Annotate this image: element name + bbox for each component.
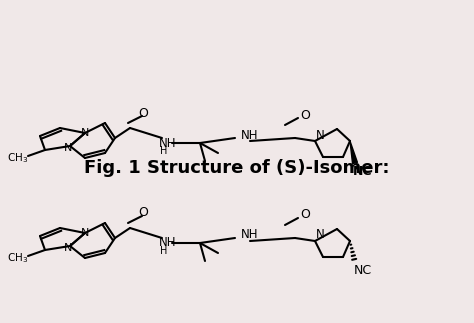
Text: O: O — [138, 206, 148, 220]
Text: N: N — [316, 228, 324, 242]
Text: N: N — [64, 143, 72, 153]
Text: $\mathregular{CH_3}$: $\mathregular{CH_3}$ — [8, 151, 28, 165]
Polygon shape — [350, 141, 357, 163]
Text: O: O — [300, 209, 310, 222]
Text: N: N — [81, 228, 89, 238]
Text: O: O — [300, 109, 310, 121]
Text: NH: NH — [159, 137, 177, 150]
Text: O: O — [138, 107, 148, 120]
Text: N: N — [64, 243, 72, 253]
Text: NH: NH — [241, 129, 259, 141]
Text: $\mathregular{CH_3}$: $\mathregular{CH_3}$ — [8, 251, 28, 265]
Text: Fig. 1 Structure of (S)-Isomer:: Fig. 1 Structure of (S)-Isomer: — [84, 159, 390, 177]
Text: N: N — [81, 128, 89, 138]
Text: H: H — [160, 146, 168, 156]
Text: NH: NH — [159, 236, 177, 249]
Text: NC: NC — [353, 164, 373, 178]
Text: NH: NH — [241, 228, 259, 242]
Text: NC: NC — [354, 265, 372, 277]
Text: H: H — [160, 246, 168, 256]
Text: N: N — [316, 129, 324, 141]
